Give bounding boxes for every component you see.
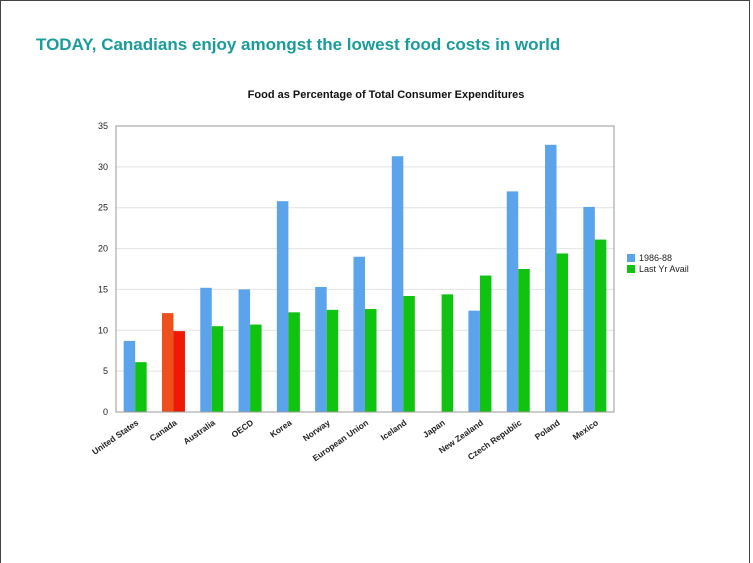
x-tick-label: United States xyxy=(90,417,140,457)
bar-korea-series-2 xyxy=(288,312,300,412)
plot-frame xyxy=(115,125,615,413)
y-tick-label: 35 xyxy=(98,121,108,131)
bar-iceland-series-2 xyxy=(403,295,415,412)
bar-oecd-series-1 xyxy=(238,289,251,412)
bar-japan-series-2 xyxy=(441,294,454,412)
x-axis-labels: United States Canada Australia OECD Korea Nor… xyxy=(90,417,600,463)
y-axis-ticks: 0 5 10 15 20 25 30 35 xyxy=(98,121,108,417)
bar-united-states-series-1 xyxy=(123,340,136,412)
bar-european-union-series-1 xyxy=(353,256,365,412)
bar-new-zealand-series-1 xyxy=(468,310,480,412)
x-tick-label: Japan xyxy=(421,417,447,439)
bar-czech-republic-series-1 xyxy=(506,191,519,412)
y-tick-label: 30 xyxy=(98,162,108,172)
bar-european-union-series-2 xyxy=(365,309,377,412)
legend-label: 1986-88 xyxy=(639,253,672,263)
y-tick-label: 15 xyxy=(98,284,108,294)
x-tick-label: Korea xyxy=(268,417,294,439)
bar-mexico-series-2 xyxy=(594,239,607,412)
chart-title: Food as Percentage of Total Consumer Exp… xyxy=(248,89,525,101)
x-tick-label: Poland xyxy=(533,417,562,441)
y-tick-label: 0 xyxy=(103,407,108,417)
x-tick-label: Norway xyxy=(301,417,332,443)
bar-czech-republic-series-2 xyxy=(518,269,530,412)
bar-poland-series-1 xyxy=(545,144,557,412)
bar-korea-series-1 xyxy=(276,201,289,412)
x-tick-label: Iceland xyxy=(379,417,409,442)
legend-swatch xyxy=(627,254,635,262)
bar-norway-series-2 xyxy=(326,309,339,412)
legend-label: Last Yr Avail xyxy=(639,264,689,274)
bar-oecd-series-2 xyxy=(250,324,262,412)
bar-norway-series-1 xyxy=(315,286,327,412)
y-tick-label: 5 xyxy=(103,366,108,376)
bar-poland-series-2 xyxy=(556,253,569,412)
y-tick-label: 20 xyxy=(98,244,108,254)
bar-iceland-series-1 xyxy=(391,156,404,412)
bars xyxy=(123,144,607,412)
x-tick-label: Mexico xyxy=(571,417,600,442)
y-tick-label: 10 xyxy=(98,325,108,335)
legend-swatch xyxy=(627,265,635,273)
bar-new-zealand-series-2 xyxy=(479,275,492,412)
x-tick-label: OECD xyxy=(229,417,255,439)
x-tick-label: Canada xyxy=(148,417,179,443)
bar-united-states-series-2 xyxy=(135,362,147,412)
bar-australia-series-2 xyxy=(211,326,224,412)
bar-mexico-series-1 xyxy=(583,206,595,412)
bar-australia-series-1 xyxy=(200,287,212,412)
slide-title: TODAY, Canadians enjoy amongst the lowes… xyxy=(36,35,561,54)
y-tick-label: 25 xyxy=(98,203,108,213)
bar-canada-series-2 xyxy=(173,331,185,412)
bar-canada-series-1 xyxy=(161,313,174,412)
x-tick-label: Australia xyxy=(181,417,217,446)
